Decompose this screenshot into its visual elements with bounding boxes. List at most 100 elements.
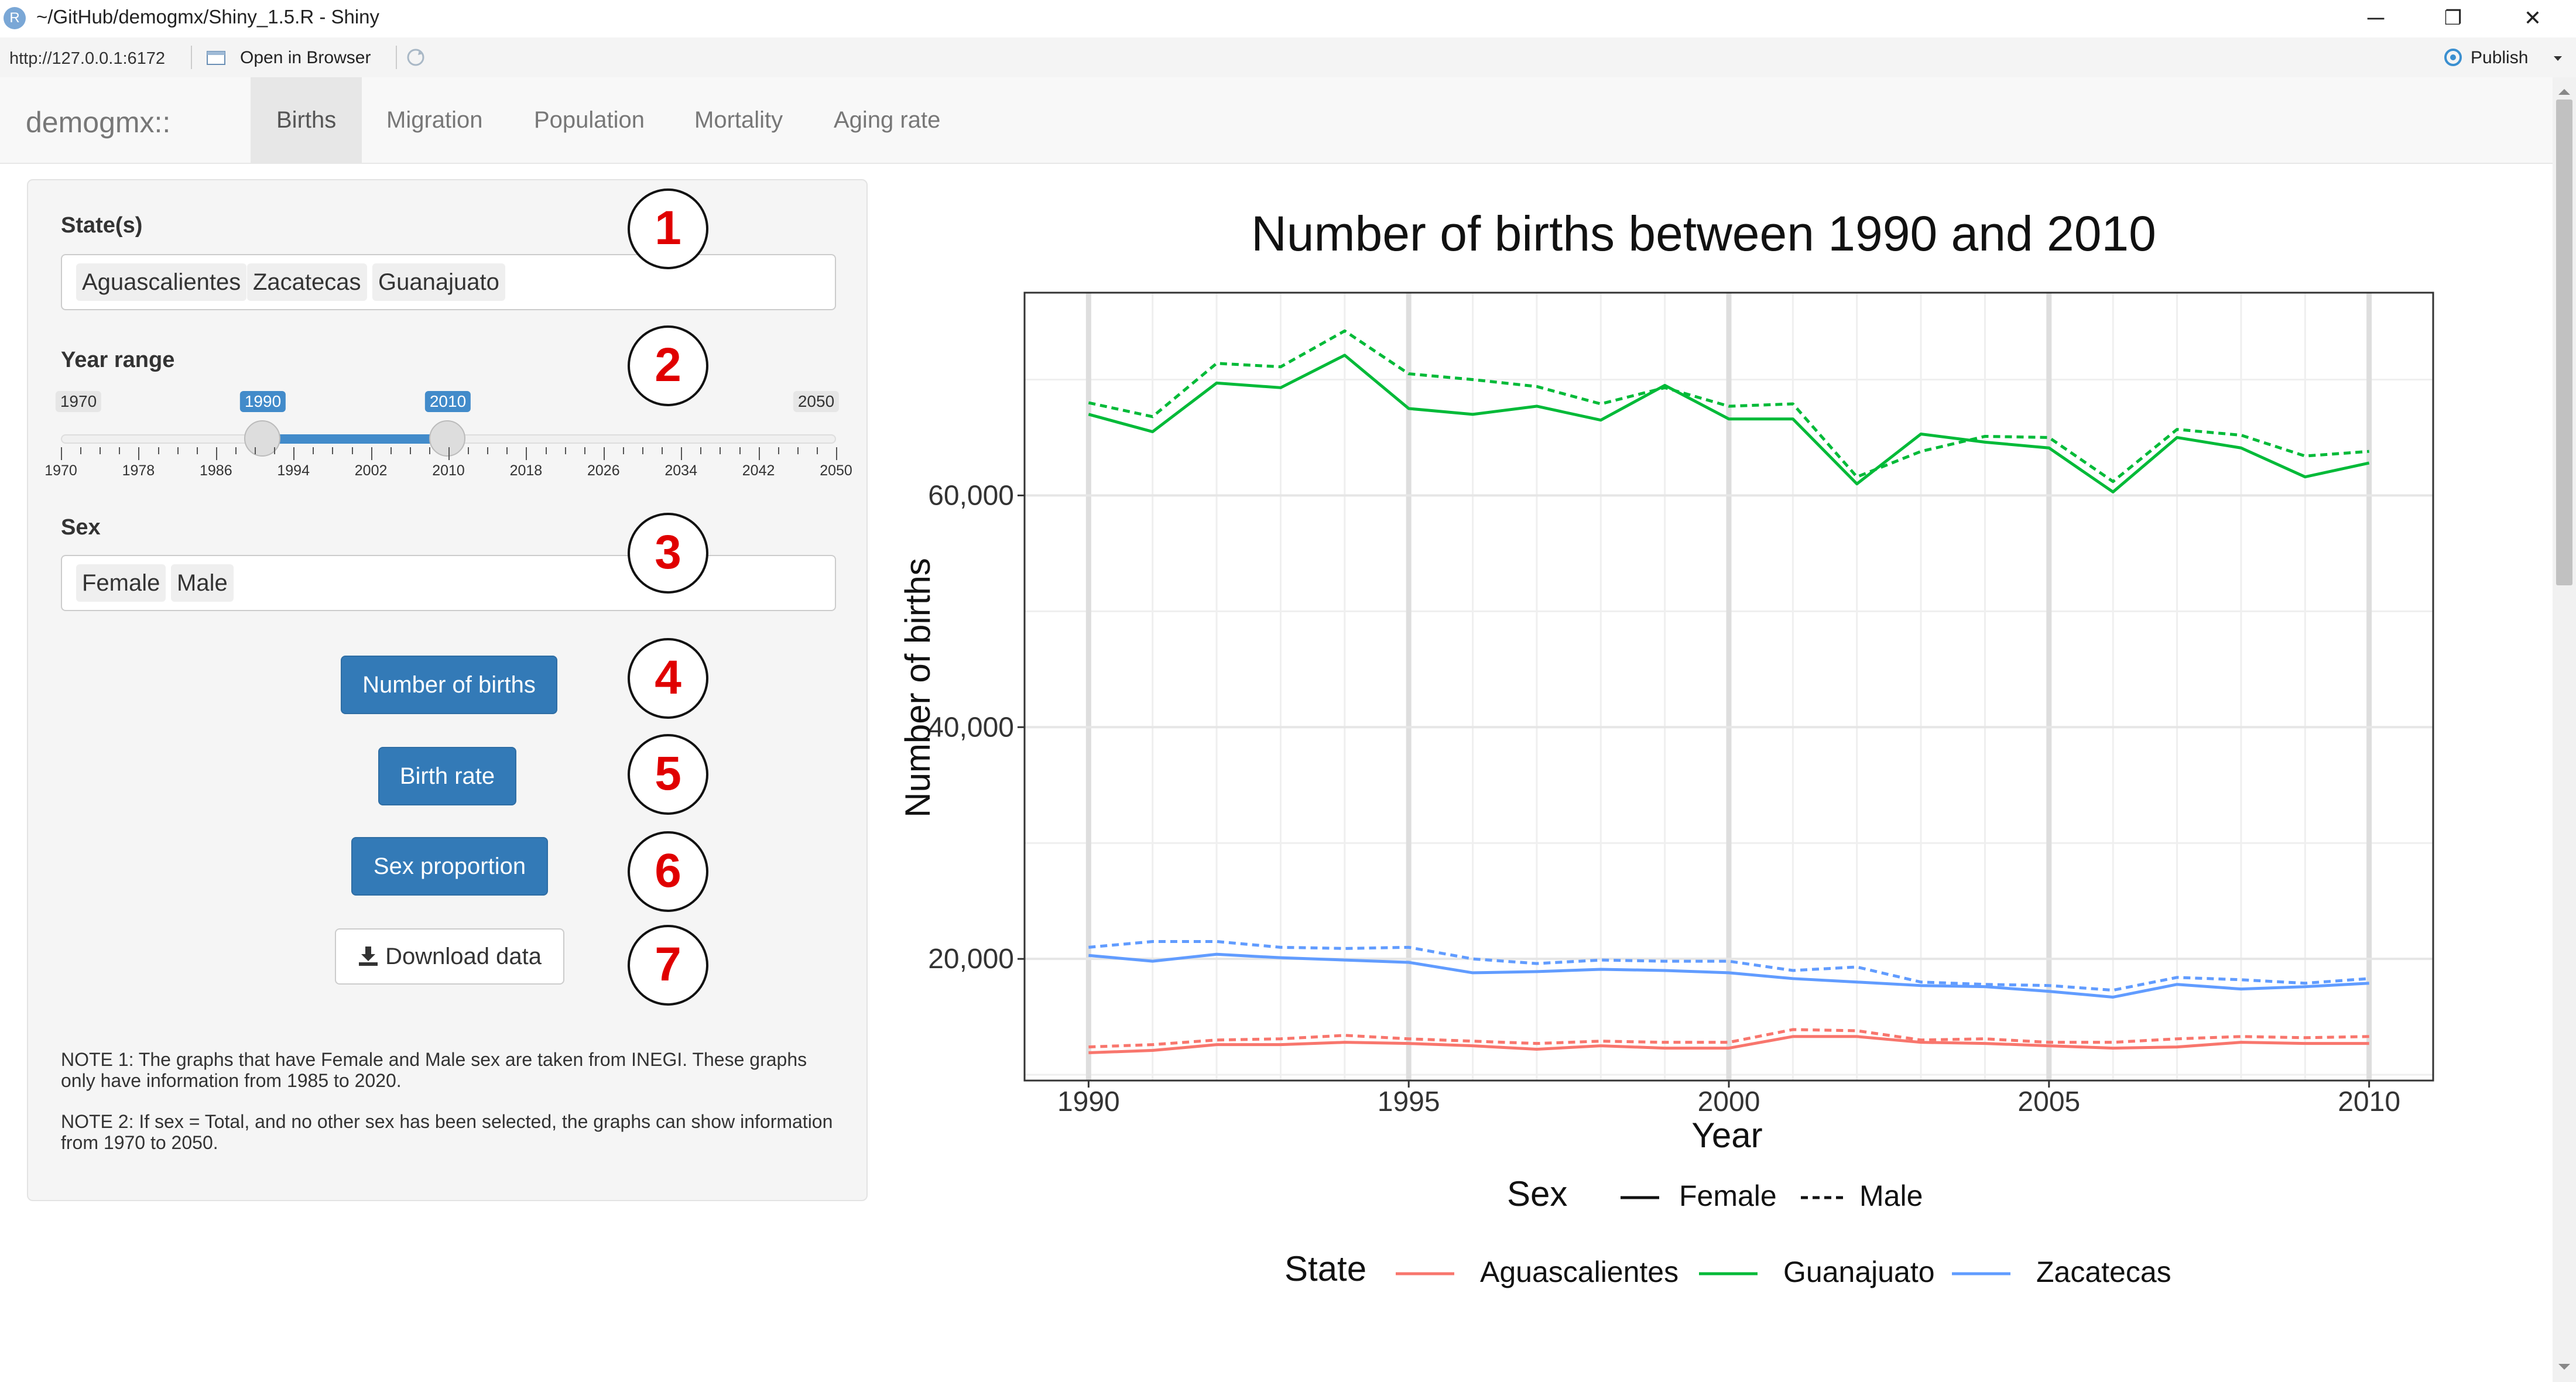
year-range-slider[interactable]: 1970 2050 1990 2010 1970 1978 1986 1994 2002… xyxy=(44,385,852,479)
slider-minor-tick xyxy=(739,447,741,454)
window-titlebar: R ~/GitHub/demogmx/Shiny_1.5.R - Shiny ─… xyxy=(0,0,2576,38)
states-label: State(s) xyxy=(61,213,143,238)
series-line-guanajuato-male xyxy=(1088,329,2369,483)
legend-title-state: State xyxy=(1284,1249,1366,1288)
slider-minor-tick xyxy=(506,447,508,454)
slider-tick-label: 1986 xyxy=(199,462,232,479)
legend-label-zacatecas: Zacatecas xyxy=(2036,1256,2171,1288)
download-data-label: Download data xyxy=(385,944,542,969)
slider-minor-tick xyxy=(274,447,276,454)
slider-major-tick xyxy=(61,447,62,460)
slider-range-bar[interactable] xyxy=(263,434,448,444)
sex-chip-female[interactable]: Female xyxy=(76,564,166,602)
minimize-button[interactable]: ─ xyxy=(2367,5,2385,31)
slider-tick-label: 2050 xyxy=(820,462,852,479)
download-data-button[interactable]: Download data xyxy=(335,928,564,985)
legend-label-aguascalientes: Aguascalientes xyxy=(1480,1256,1678,1288)
x-tick-label: 1995 xyxy=(1378,1086,1440,1117)
tab-mortality[interactable]: Mortality xyxy=(694,107,783,133)
slider-tick-label: 1978 xyxy=(122,462,155,479)
slider-minor-tick xyxy=(662,447,663,454)
slider-scale: 1970 1978 1986 1994 2002 2010 2018 2026 2034 2042… xyxy=(44,385,852,479)
slider-major-tick xyxy=(138,447,140,460)
series-line-guanajuato-female xyxy=(1088,354,2370,493)
slider-minor-tick xyxy=(157,447,159,454)
y-tick-label: 20,000 xyxy=(928,944,1014,975)
slider-minor-tick xyxy=(642,447,643,454)
state-chip-guanajuato[interactable]: Guanajuato xyxy=(372,263,505,301)
tab-births[interactable]: Births xyxy=(251,77,362,163)
births-line-chart: Number of births between 1990 and 2010 1… xyxy=(898,206,2434,1288)
slider-tick-label: 2042 xyxy=(742,462,775,479)
slider-major-tick xyxy=(293,447,295,460)
legend-title-sex: Sex xyxy=(1507,1174,1567,1213)
slider-minor-tick xyxy=(429,447,430,454)
sex-chip-male[interactable]: Male xyxy=(171,564,234,602)
legend-label-guanajuato: Guanajuato xyxy=(1783,1256,1935,1288)
slider-major-tick xyxy=(215,447,217,460)
slider-minor-tick xyxy=(313,447,314,454)
birth-rate-button[interactable]: Birth rate xyxy=(378,747,516,805)
slider-minor-tick xyxy=(564,447,566,454)
chevron-down-icon[interactable] xyxy=(2553,55,2563,62)
number-of-births-button[interactable]: Number of births xyxy=(341,656,557,714)
slider-major-tick xyxy=(448,447,450,460)
slider-from-label: 1990 xyxy=(239,391,286,412)
slider-min-label: 1970 xyxy=(55,391,102,412)
slider-minor-tick xyxy=(622,447,624,454)
navbar: demogmx:: Births Migration Population Mo… xyxy=(0,77,2553,164)
x-tick-label: 2005 xyxy=(2017,1086,2080,1117)
slider-major-tick xyxy=(526,447,527,460)
url-text[interactable]: http://127.0.0.1:6172 xyxy=(9,49,166,68)
annotation-2: 2 xyxy=(628,325,708,406)
chart-title: Number of births between 1990 and 2010 xyxy=(1251,206,2156,261)
x-tick-label: 2000 xyxy=(1698,1086,1760,1117)
note-2: NOTE 2: If sex = Total, and no other sex… xyxy=(61,1111,833,1153)
slider-minor-tick xyxy=(777,447,779,454)
scroll-up-icon[interactable] xyxy=(2558,88,2570,96)
annotation-3: 3 xyxy=(628,513,708,594)
slider-tick-label: 1994 xyxy=(277,462,310,479)
note-1: NOTE 1: The graphs that have Female and … xyxy=(61,1049,807,1091)
slider-tick-label: 2002 xyxy=(354,462,388,479)
y-tick-label: 60,000 xyxy=(928,480,1014,511)
annotation-5: 5 xyxy=(628,734,708,815)
scroll-down-icon[interactable] xyxy=(2558,1363,2570,1371)
tab-aging-rate[interactable]: Aging rate xyxy=(834,107,941,133)
slider-tick-label: 2010 xyxy=(432,462,465,479)
states-select[interactable]: Aguascalientes Zacatecas Guanajuato xyxy=(61,254,836,310)
slider-minor-tick xyxy=(255,447,256,454)
app-brand[interactable]: demogmx:: xyxy=(26,106,171,139)
scrollbar-thumb[interactable] xyxy=(2556,100,2572,585)
series-line-aguascalientes-female xyxy=(1088,1035,2369,1054)
slider-tick-label: 2034 xyxy=(664,462,697,479)
close-button[interactable]: ✕ xyxy=(2523,6,2542,30)
tab-population[interactable]: Population xyxy=(534,107,645,133)
slider-minor-tick xyxy=(351,447,353,454)
slider-major-tick xyxy=(681,447,683,460)
tab-migration[interactable]: Migration xyxy=(386,107,483,133)
chart-legend: Sex Female Male State Aguascalientes Guanajua… xyxy=(1284,1174,2171,1288)
publish-label: Publish xyxy=(2471,48,2529,67)
legend-label-female: Female xyxy=(1679,1179,1777,1212)
annotation-4: 4 xyxy=(628,638,708,719)
slider-minor-tick xyxy=(797,447,799,454)
slider-handle-to[interactable] xyxy=(429,420,465,457)
state-chip-aguascalientes[interactable]: Aguascalientes xyxy=(76,263,247,301)
restore-button[interactable]: ❐ xyxy=(2444,7,2462,29)
toolbar-divider xyxy=(191,46,192,69)
sex-select[interactable]: Female Male xyxy=(61,555,836,611)
annotation-7: 7 xyxy=(628,925,708,1006)
state-chip-zacatecas[interactable]: Zacatecas xyxy=(247,263,367,301)
slider-major-tick xyxy=(371,447,372,460)
slider-minor-tick xyxy=(487,447,489,454)
slider-max-label: 2050 xyxy=(793,391,840,412)
sex-proportion-button[interactable]: Sex proportion xyxy=(351,837,548,896)
rstudio-icon: R xyxy=(4,7,26,29)
annotation-6: 6 xyxy=(628,831,708,912)
refresh-icon[interactable] xyxy=(404,46,427,69)
slider-tick-label: 2026 xyxy=(587,462,620,479)
slider-minor-tick xyxy=(100,447,101,454)
year-range-label: Year range xyxy=(61,348,175,372)
slider-minor-tick xyxy=(235,447,237,454)
